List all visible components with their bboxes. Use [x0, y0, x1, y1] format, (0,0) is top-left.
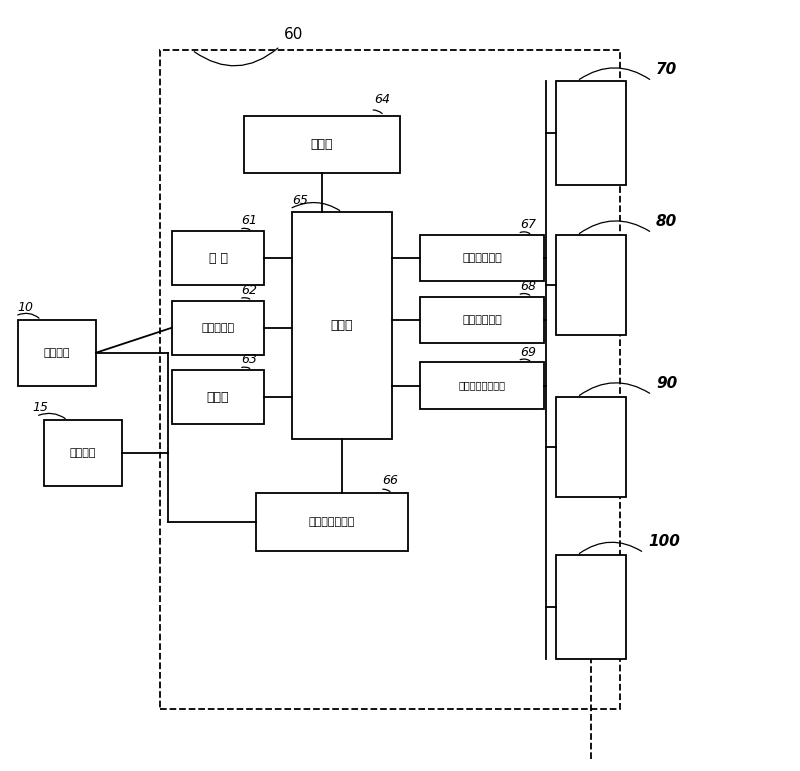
- Text: 管 盒: 管 盒: [209, 252, 227, 264]
- Bar: [292, 212, 392, 439]
- Text: 显示屏: 显示屏: [310, 138, 334, 151]
- Text: 70: 70: [656, 62, 678, 77]
- Bar: [420, 235, 544, 281]
- Bar: [556, 397, 626, 497]
- Text: 60: 60: [284, 28, 303, 42]
- Bar: [420, 362, 544, 409]
- Text: 67: 67: [520, 218, 536, 231]
- Text: 红外线调制解调器: 红外线调制解调器: [458, 381, 506, 390]
- Bar: [172, 301, 264, 355]
- Text: 90: 90: [656, 376, 678, 391]
- Text: 66: 66: [382, 474, 398, 487]
- Text: 64: 64: [374, 93, 390, 106]
- Text: 室内电话: 室内电话: [70, 448, 97, 458]
- Text: 单片机: 单片机: [330, 319, 354, 332]
- Text: 100: 100: [648, 534, 680, 549]
- Bar: [556, 81, 626, 185]
- Bar: [160, 50, 620, 709]
- Bar: [420, 297, 544, 343]
- Text: 62: 62: [242, 284, 258, 297]
- Text: 10: 10: [18, 301, 34, 314]
- Bar: [18, 320, 96, 386]
- Text: 室外电话: 室外电话: [43, 348, 70, 358]
- Text: 电话调制解调器: 电话调制解调器: [309, 517, 355, 527]
- Bar: [556, 235, 626, 335]
- Bar: [256, 493, 408, 551]
- Text: 无线收变模块: 无线收变模块: [462, 315, 502, 325]
- Text: 15: 15: [32, 401, 48, 414]
- Text: 存储器: 存储器: [206, 391, 230, 403]
- Text: 61: 61: [242, 214, 258, 227]
- Bar: [244, 116, 400, 173]
- Text: 69: 69: [520, 345, 536, 359]
- Text: 信息控制器: 信息控制器: [202, 323, 234, 332]
- Text: 68: 68: [520, 280, 536, 293]
- Bar: [172, 370, 264, 424]
- Bar: [172, 231, 264, 285]
- Text: 80: 80: [656, 214, 678, 229]
- Bar: [556, 555, 626, 659]
- Bar: [44, 420, 122, 486]
- Text: 63: 63: [242, 353, 258, 366]
- Text: 65: 65: [292, 194, 308, 207]
- Text: 无线发射模块: 无线发射模块: [462, 254, 502, 263]
